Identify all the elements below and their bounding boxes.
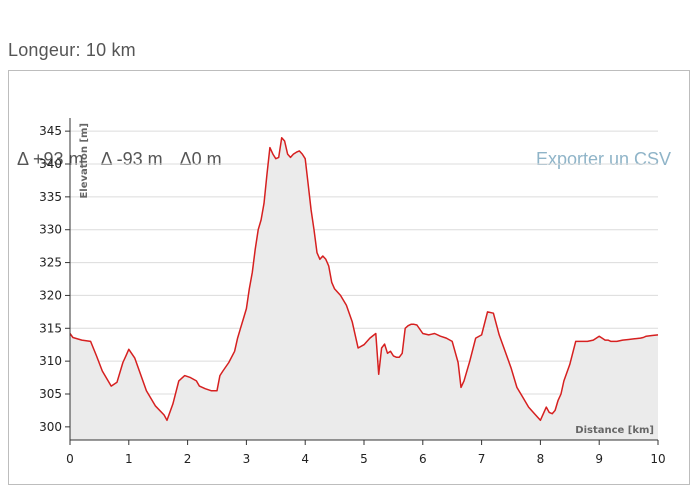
y-tick-label: 300 bbox=[39, 420, 62, 434]
route-length-label: Longeur: 10 km bbox=[8, 40, 136, 60]
x-axis-title: Distance [km] bbox=[575, 425, 654, 436]
x-tick-label: 4 bbox=[301, 452, 309, 466]
x-tick-label: 7 bbox=[478, 452, 486, 466]
y-tick-label: 315 bbox=[39, 321, 62, 335]
x-tick-label: 0 bbox=[66, 452, 74, 466]
y-tick-label: 335 bbox=[39, 190, 62, 204]
y-axis-title: Elevation [m] bbox=[79, 123, 90, 199]
elevation-area-fill bbox=[70, 137, 658, 440]
x-tick-label: 2 bbox=[184, 452, 192, 466]
y-tick-label: 320 bbox=[39, 288, 62, 302]
y-tick-label: 325 bbox=[39, 256, 62, 270]
y-tick-label: 310 bbox=[39, 354, 62, 368]
x-tick-label: 1 bbox=[125, 452, 133, 466]
x-tick-label: 5 bbox=[360, 452, 368, 466]
x-tick-label: 3 bbox=[243, 452, 251, 466]
x-tick-label: 10 bbox=[650, 452, 665, 466]
elevation-line bbox=[69, 136, 659, 422]
x-tick-label: 8 bbox=[537, 452, 545, 466]
y-tick-label: 345 bbox=[39, 124, 62, 138]
y-tick-label: 330 bbox=[39, 223, 62, 237]
x-tick-label: 6 bbox=[419, 452, 427, 466]
y-tick-label: 305 bbox=[39, 387, 62, 401]
x-tick-label: 9 bbox=[595, 452, 603, 466]
y-tick-label: 340 bbox=[39, 157, 62, 171]
